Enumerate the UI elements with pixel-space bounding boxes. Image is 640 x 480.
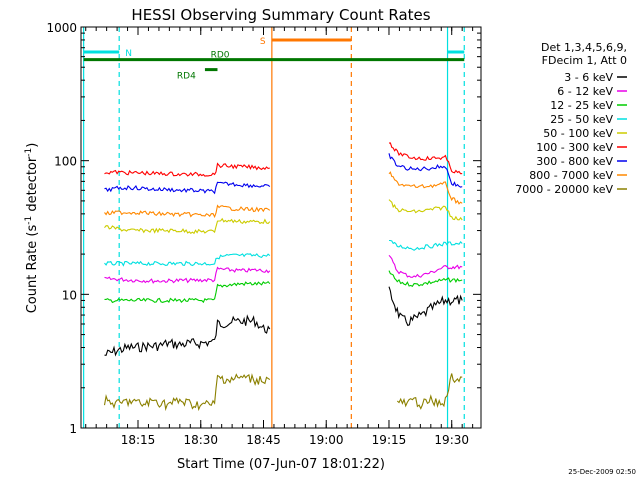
series-line [104, 266, 271, 284]
legend: Det 1,3,4,5,6,9,FDecim 1, Att 0 3 - 6 keV… [515, 41, 627, 196]
legend-entry-label: 7000 - 20000 keV [515, 183, 613, 196]
legend-entry-label: 800 - 7000 keV [529, 169, 613, 182]
legend-header: FDecim 1, Att 0 [542, 54, 627, 67]
series-line [104, 181, 271, 195]
series-line [103, 373, 271, 412]
x-tick-label: 18:15 [121, 433, 156, 447]
series-line [388, 142, 463, 175]
x-tick-label: 19:30 [434, 433, 469, 447]
legend-entry-label: 100 - 300 keV [536, 141, 613, 154]
y-label-end: ) [25, 143, 40, 148]
legend-header: Det 1,3,4,5,6,9, [541, 41, 627, 54]
y-axis-label: Count Rate (s-1 detector-1) [24, 143, 40, 314]
series-line [104, 253, 271, 267]
y-label-main: Count Rate (s [25, 225, 40, 314]
series-line [388, 286, 463, 327]
plot-axes: 18:15 18:30 18:45 19:00 19:15 19:30 1 10 100 1000 [46, 21, 482, 447]
plot-frame [80, 26, 482, 429]
series-line [388, 171, 463, 205]
series-line [388, 270, 463, 288]
y-tick-label: 1 [69, 422, 77, 436]
legend-entry-label: 12 - 25 keV [550, 99, 613, 112]
x-tick-label: 19:15 [372, 433, 407, 447]
night-label: N [125, 49, 132, 59]
annotation-bars: N S RD0 RD4 [83, 37, 465, 82]
x-tick-label: 19:00 [309, 433, 344, 447]
y-label-mid: detector [25, 156, 40, 216]
legend-entry-label: 3 - 6 keV [564, 71, 613, 84]
rd4-label: RD4 [177, 72, 196, 82]
rd0-label: RD0 [211, 51, 230, 61]
x-axis-label: Start Time (07-Jun-07 18:01:22) [177, 457, 385, 472]
series-line [388, 254, 463, 278]
series-line [396, 373, 463, 410]
legend-entry-label: 25 - 50 keV [550, 113, 613, 126]
series-lines [103, 142, 463, 412]
saa-label: S [260, 37, 266, 47]
series-line [104, 204, 271, 219]
series-line [104, 314, 271, 357]
y-label-exp1: -1 [24, 216, 34, 225]
y-tick-label: 100 [54, 155, 77, 169]
series-line [104, 280, 271, 304]
y-tick-label: 10 [62, 288, 77, 302]
series-line [389, 239, 463, 251]
series-line [104, 217, 271, 235]
legend-entry-label: 6 - 12 keV [557, 85, 613, 98]
chart-title: HESSI Observing Summary Count Rates [131, 6, 430, 24]
footer-timestamp: 25-Dec-2009 02:50 [568, 468, 636, 476]
series-line [388, 153, 463, 188]
y-label-exp2: -1 [24, 148, 34, 157]
legend-entry-label: 50 - 100 keV [543, 127, 613, 140]
x-tick-label: 18:30 [183, 433, 218, 447]
series-line [388, 199, 463, 221]
series-line [104, 162, 270, 177]
legend-entry-label: 300 - 800 keV [536, 155, 613, 168]
boundary-lines [83, 27, 465, 428]
y-tick-label: 1000 [46, 21, 77, 35]
x-tick-label: 18:45 [246, 433, 281, 447]
